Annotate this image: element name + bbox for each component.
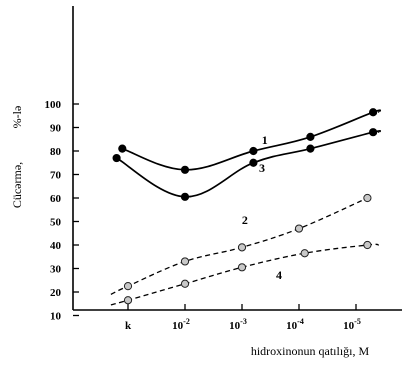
y-tick-label: 50 xyxy=(50,217,62,229)
series-4-point xyxy=(363,240,372,250)
series-2-label: 2 xyxy=(242,213,248,227)
y-tick-label: 100 xyxy=(45,99,62,111)
series-1-point xyxy=(306,132,315,141)
y-ticks: 10 20 30 40 50 60 70 80 90 100 xyxy=(45,99,79,323)
x-ticks: k 10-2 10-3 10-4 10-5 xyxy=(125,304,361,332)
y-tick-label: 40 xyxy=(50,240,62,252)
y-tick-label: 70 xyxy=(50,170,62,182)
marker-layer xyxy=(112,108,378,305)
x-tick-label: 10-5 xyxy=(343,317,361,332)
y-tick-label: 80 xyxy=(50,146,62,158)
series-2-point xyxy=(123,282,133,291)
x-tick-label: k xyxy=(125,320,132,332)
series-2-point xyxy=(237,243,247,252)
x-tick-label: 10-3 xyxy=(229,317,247,332)
series-2-point xyxy=(363,193,372,203)
x-tick-exponent: -5 xyxy=(354,317,361,326)
series-4-line xyxy=(110,243,379,306)
series-1-point xyxy=(180,165,190,174)
y-tick-label: 90 xyxy=(50,123,62,135)
series-1-point xyxy=(118,144,127,153)
y-tick-label: 20 xyxy=(50,287,62,299)
y-tick-label: 30 xyxy=(50,264,62,276)
axes xyxy=(72,6,402,311)
series-2-line xyxy=(110,197,368,295)
y-axis-title-left: Cücərmə, xyxy=(10,162,24,208)
series-2-point xyxy=(180,257,190,266)
series-2-point xyxy=(294,224,304,233)
series-4-point xyxy=(300,249,309,258)
series-3-label: 3 xyxy=(259,161,265,175)
x-axis-title: hidroxinonun qatılığı, M xyxy=(251,344,370,358)
series-3-point xyxy=(249,158,258,167)
x-tick-exponent: -4 xyxy=(297,317,304,326)
y-tick-label: 60 xyxy=(50,193,62,205)
series-4-point xyxy=(237,263,247,272)
x-tick-label: 10-2 xyxy=(172,317,190,332)
series-1-point xyxy=(249,146,258,156)
x-tick-exponent: -2 xyxy=(183,317,190,326)
series-1-label: 1 xyxy=(262,133,268,147)
x-tick-exponent: -3 xyxy=(240,317,247,326)
series-labels: 1 3 2 4 xyxy=(242,133,282,282)
x-tick-label: 10-4 xyxy=(286,317,304,332)
series-3-point xyxy=(112,153,121,163)
y-axis-title-right: %-lə xyxy=(10,106,24,129)
series-3-point xyxy=(369,128,378,137)
series-4-label: 4 xyxy=(276,268,282,282)
y-tick-label: 10 xyxy=(50,311,62,323)
series-3-point xyxy=(180,192,190,201)
series-layer xyxy=(110,109,382,306)
series-1-point xyxy=(369,108,378,117)
series-3-point xyxy=(306,144,315,153)
series-4-point xyxy=(180,279,190,288)
series-4-point xyxy=(123,296,133,305)
